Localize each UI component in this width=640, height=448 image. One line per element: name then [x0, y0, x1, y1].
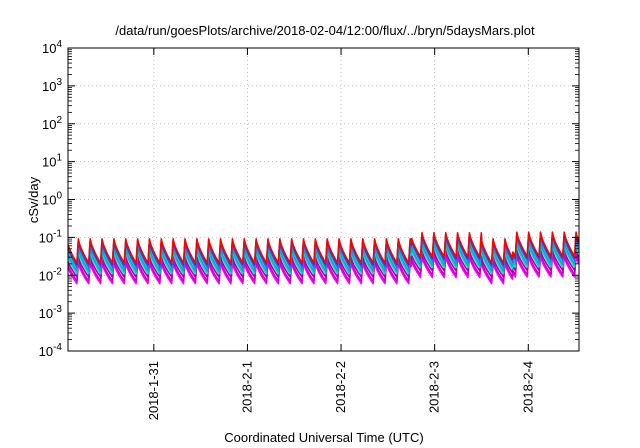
y-tick-label: 10-2	[39, 266, 63, 283]
x-tick-label: 2018-1-31	[146, 361, 161, 420]
x-tick-label: 2018-2-1	[239, 361, 254, 413]
x-tick-label: 2018-2-2	[333, 361, 348, 413]
y-tick-label: 104	[42, 39, 62, 56]
y-tick-label: 100	[42, 191, 62, 208]
ticks	[68, 47, 579, 352]
y-tick-label: 101	[42, 153, 62, 170]
y-tick-label: 102	[42, 115, 62, 132]
series-line-2	[67, 249, 580, 278]
x-axis-label: Coordinated Universal Time (UTC)	[224, 430, 423, 445]
x-tick-labels: 2018-1-31 2018-2-1 2018-2-2 2018-2-3 2018-2-…	[146, 361, 535, 420]
grid	[68, 48, 579, 351]
y-tick-label: 10-4	[39, 342, 63, 359]
x-tick-label: 2018-2-3	[427, 361, 442, 413]
series-layer	[67, 231, 580, 285]
y-tick-labels: 10-4 10-3 10-2 10-1 100 101 102 103 104	[39, 39, 63, 359]
y-tick-label: 103	[42, 77, 62, 94]
y-tick-label: 10-1	[39, 228, 63, 245]
chart-title: /data/run/goesPlots/archive/2018-02-04/1…	[115, 23, 535, 38]
y-axis-label: cSv/day	[26, 176, 41, 223]
y-tick-label: 10-3	[39, 304, 63, 321]
x-tick-label: 2018-2-4	[520, 361, 535, 413]
series-line-7	[67, 231, 580, 264]
